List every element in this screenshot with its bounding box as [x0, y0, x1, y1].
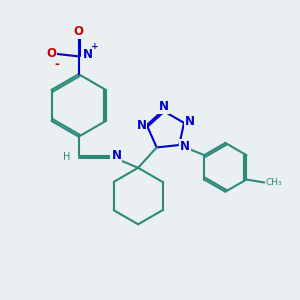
Text: N: N [180, 140, 190, 153]
Text: CH₃: CH₃ [266, 178, 282, 187]
Text: N: N [185, 115, 195, 128]
Text: O: O [46, 47, 56, 61]
Text: +: + [91, 42, 99, 51]
Text: N: N [136, 119, 146, 132]
Text: N: N [82, 48, 93, 62]
Text: -: - [55, 58, 60, 71]
Text: N: N [111, 149, 122, 162]
Text: H: H [63, 152, 70, 162]
Text: O: O [74, 25, 84, 38]
Text: N: N [159, 100, 169, 112]
